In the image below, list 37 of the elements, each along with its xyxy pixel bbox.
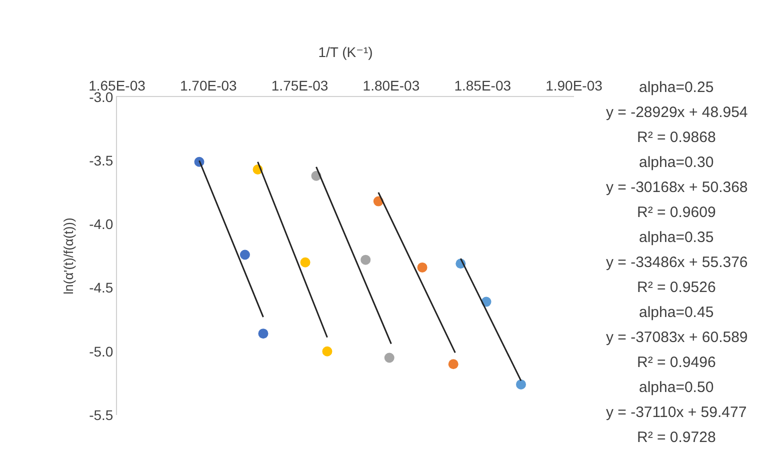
x-tick-label: 1.85E-03	[454, 77, 512, 94]
text: R² = 0.9868	[637, 129, 716, 146]
point	[516, 379, 526, 390]
text: alpha=0.30	[639, 154, 714, 171]
text: y = -37083x + 60.589	[606, 329, 748, 346]
text: R² = 0.9728	[637, 429, 716, 446]
point	[417, 262, 428, 272]
x-tick-label: 1.90E-03	[546, 77, 603, 94]
y-tick-label: -3.5	[89, 152, 114, 168]
y-tick-label: -5.0	[89, 343, 114, 360]
point	[258, 328, 268, 339]
text: y = -37110x + 59.477	[606, 404, 747, 421]
text: R² = 0.9609	[637, 204, 716, 221]
x-axis-title: 1/T (K⁻¹)	[318, 44, 373, 60]
y-tick-label: -4.5	[89, 280, 114, 296]
x-tick-label: 1.65E-03	[88, 77, 146, 94]
point	[300, 257, 310, 268]
text: alpha=0.50	[639, 379, 714, 396]
text: alpha=0.45	[639, 304, 714, 321]
y-tick-label: -5.5	[89, 406, 114, 423]
x-tick-label: 1.75E-03	[271, 77, 328, 94]
y-tick-label: -4.0	[89, 216, 114, 232]
text: y = -33486x + 55.376	[606, 254, 748, 271]
point	[322, 346, 332, 356]
text: alpha=0.35	[639, 229, 714, 246]
x-tick-label: 1.80E-03	[362, 77, 420, 94]
point	[240, 250, 250, 260]
text: alpha=0.25	[639, 79, 714, 96]
text: y = -28929x + 48.954	[606, 104, 748, 121]
y-axis-title: ln(α'(t)/f(α(t)))	[61, 218, 76, 294]
text: R² = 0.9526	[637, 279, 716, 296]
point	[448, 359, 458, 370]
point	[360, 254, 371, 265]
point	[384, 352, 394, 363]
text: R² = 0.9496	[637, 354, 716, 371]
text: y = -30168x + 50.368	[606, 179, 748, 196]
x-tick-label: 1.70E-03	[180, 77, 238, 94]
